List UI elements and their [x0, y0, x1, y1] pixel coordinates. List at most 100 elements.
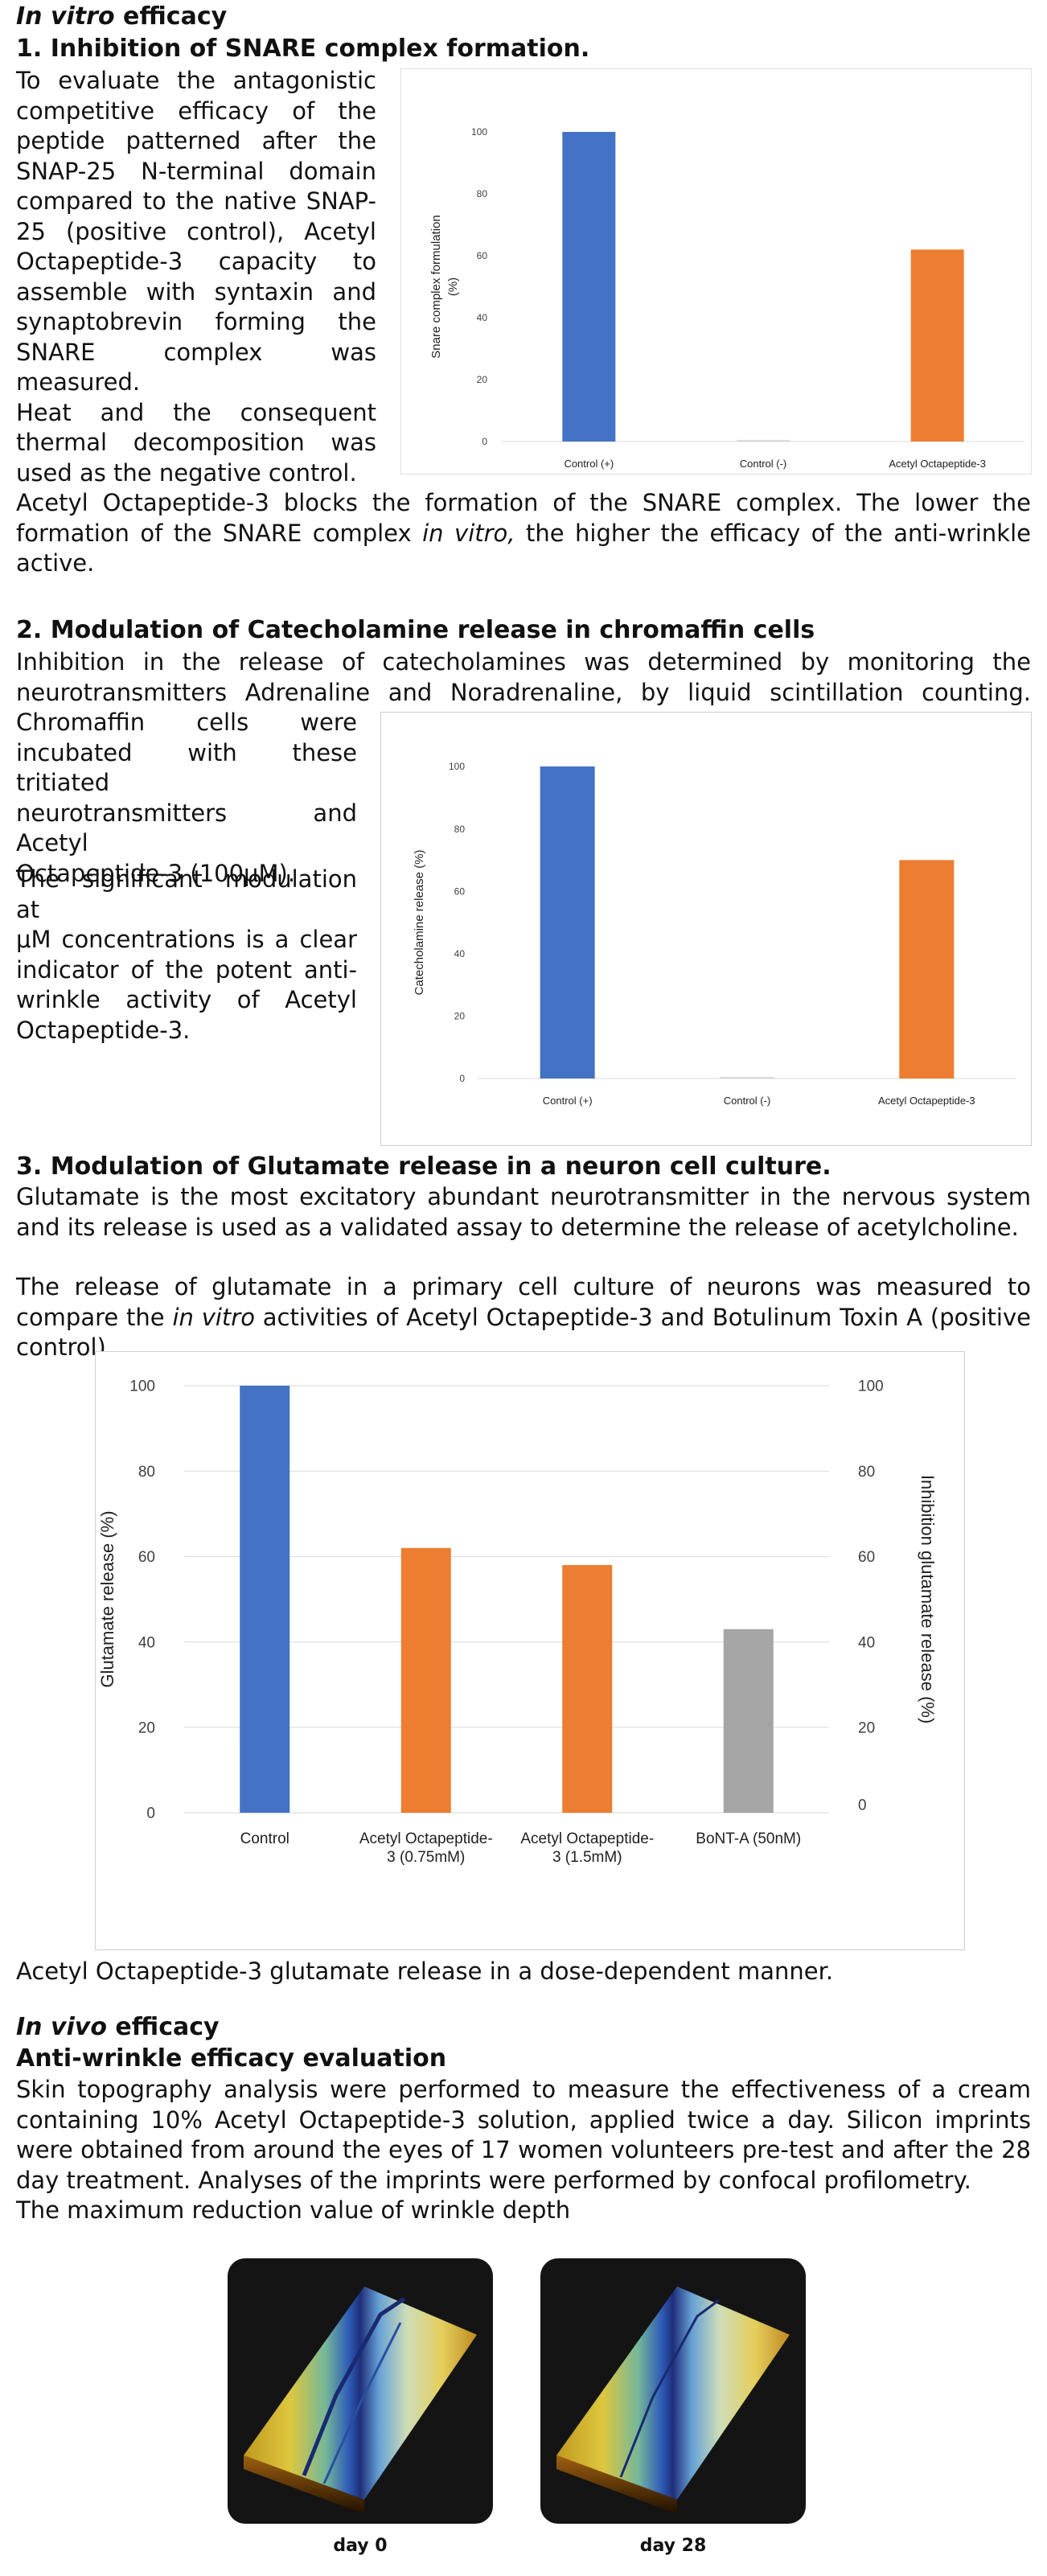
section2-paragraph2: The significant modulation at μM concentr…: [16, 865, 357, 1046]
y2-tick-label: 20: [858, 1719, 875, 1736]
y-tick-label: 60: [138, 1549, 155, 1566]
y-tick-label: 0: [459, 1073, 465, 1084]
y2-tick-label: 40: [858, 1634, 875, 1651]
section3-para2: The release of glutamate in a primary ce…: [16, 1272, 1031, 1363]
y-axis-label: Catecholamine release (%): [413, 850, 426, 996]
category-label: Control (+): [564, 458, 614, 470]
section2-line: incubated with these tritiated: [16, 738, 357, 797]
y-tick-label: 40: [477, 312, 488, 323]
category-label: 3 (0.75mM): [387, 1849, 465, 1866]
bar: [720, 1077, 774, 1078]
imprint-day0-svg: [244, 2286, 477, 2514]
y2-tick-label: 60: [858, 1549, 875, 1566]
section3-conclusion: Acetyl Octapeptide-3 glutamate release i…: [16, 1958, 834, 1985]
section3-para2-a: The release of glutamate in a primary ce…: [16, 1273, 1031, 1331]
category-label: Acetyl Octapeptide-: [359, 1830, 493, 1847]
category-label: 3 (1.5mM): [552, 1849, 622, 1866]
section3-para1: Glutamate is the most excitatory abundan…: [16, 1183, 1031, 1241]
invitro-title: In vitro efficacy: [16, 2, 227, 32]
imprint-day0-caption: day 0: [333, 2536, 388, 2556]
section1-conclusion-a: Acetyl Octapeptide-3 blocks the formatio…: [16, 489, 1031, 547]
y-tick-label: 0: [482, 436, 487, 447]
category-label: Acetyl Octapeptide-3: [878, 1095, 975, 1107]
section2-intro: Inhibition in the release of catecholami…: [16, 647, 1031, 708]
chart-snare: 0 20 40 60 80 100 Control (+) Control (-) Acetyl…: [400, 68, 1032, 475]
y-tick-label: 40: [138, 1634, 155, 1651]
category-label: Control (-): [740, 458, 787, 470]
section2-line: The significant modulation at: [16, 865, 357, 923]
y-tick-label: 80: [454, 824, 466, 835]
section1-conclusion: Acetyl Octapeptide-3 blocks the formatio…: [16, 488, 1031, 579]
category-label: Control: [240, 1830, 289, 1847]
bar: [400, 1547, 451, 1813]
imprint-day28-image: [540, 2258, 806, 2524]
bar: [899, 860, 955, 1078]
section1-line: SNAP-25 N-terminal domain: [16, 157, 376, 185]
section1-line: To evaluate the antagonistic: [16, 67, 376, 94]
invivo-title-italic: In vivo: [16, 2013, 107, 2041]
chart-snare-svg: 0 20 40 60 80 100 Control (+) Control (-) Acetyl…: [429, 126, 1024, 470]
section2-line: μM concentrations is a clear: [16, 926, 357, 953]
section1-line: SNARE complex was measured.: [16, 338, 376, 396]
y2-tick-label: 100: [858, 1378, 884, 1395]
bar: [737, 440, 790, 442]
y-tick-label: 40: [454, 948, 466, 959]
imprint-day28-svg: [556, 2286, 790, 2514]
invivo-paragraph: Skin topography analysis were performed …: [16, 2076, 1031, 2194]
section2-line: Octapeptide-3.: [16, 1016, 191, 1044]
section2-line: wrinkle activity of Acetyl: [16, 986, 357, 1013]
category-label: Control (-): [724, 1095, 771, 1107]
section2-line: indicator of the potent anti-: [16, 955, 357, 984]
bar: [540, 766, 595, 1078]
bar: [562, 132, 616, 442]
section3-para2-em: in vitro: [172, 1303, 255, 1331]
invivo-title: In vivo efficacy: [16, 2012, 220, 2043]
imprint-day0-image: [228, 2258, 493, 2524]
category-label: BoNT-A (50nM): [696, 1830, 801, 1847]
y-tick-label: 80: [138, 1464, 155, 1481]
y-tick-label: 100: [471, 126, 487, 138]
bar: [723, 1629, 774, 1813]
section1-line: compared to the native SNAP-: [16, 187, 376, 215]
y-tick-label: 100: [449, 761, 465, 772]
y-tick-label: 80: [477, 188, 488, 199]
section1-line: used as the negative control.: [16, 458, 357, 487]
section1-line: peptide patterned after the: [16, 127, 376, 154]
section1-line: 25 (positive control), Acetyl: [16, 217, 376, 245]
category-label: Acetyl Octapeptide-3: [889, 458, 986, 470]
section1-line: Octapeptide-3 capacity to: [16, 248, 376, 275]
bar: [562, 1565, 613, 1813]
section1-conclusion-b: the higher the efficacy of the anti-wrin…: [16, 519, 1032, 577]
chart-catecholamine: 0 20 40 60 80 100 Control (+) Control (-) Acetyl…: [380, 712, 1032, 1146]
section1-line: assemble with syntaxin and: [16, 277, 376, 306]
y-tick-label: 20: [477, 374, 488, 385]
bar: [240, 1386, 290, 1813]
section2-heading: 2. Modulation of Catecholamine release i…: [16, 616, 815, 644]
chart-glutamate-plot: 0 20 40 60 80 100 0 20 40 60 80 100 Control Acetyl Oc…: [97, 1378, 938, 1866]
y-tick-label: 20: [454, 1011, 466, 1022]
y-tick-label: 20: [138, 1719, 155, 1736]
y-axis-label: Snare complex formulation (%): [429, 215, 460, 358]
section1-line: Heat and the consequent: [16, 398, 376, 426]
section2-line: neurotransmitters and Acetyl: [16, 799, 357, 857]
section2-intro-line2: neurotransmitters Adrenaline and Noradre…: [16, 678, 1031, 706]
section1-paragraph: To evaluate the antagonistic competitive …: [16, 66, 376, 488]
chart-catecholamine-svg: 0 20 40 60 80 100 Control (+) Control (-) Acetyl…: [413, 761, 1016, 1107]
category-label: Control (+): [543, 1095, 593, 1107]
y2-tick-label: 80: [858, 1464, 875, 1481]
category-label: Acetyl Octapeptide-: [520, 1830, 654, 1847]
invitro-title-rest: efficacy: [114, 2, 228, 31]
y-axis-label: Glutamate release (%): [97, 1510, 117, 1687]
y-tick-label: 0: [146, 1806, 155, 1822]
section1-line: competitive efficacy of the: [16, 97, 376, 125]
invivo-title-rest: efficacy: [106, 2013, 220, 2041]
section1-conclusion-em: in vitro,: [422, 519, 515, 547]
invitro-title-italic: In vitro: [16, 2, 115, 31]
bar: [910, 249, 964, 442]
section1-line: synaptobrevin forming the: [16, 308, 376, 335]
y2-tick-label: 0: [858, 1797, 867, 1814]
section1-heading: 1. Inhibition of SNARE complex formation…: [16, 35, 590, 63]
section3-heading: 3. Modulation of Glutamate release in a …: [16, 1152, 831, 1181]
y-tick-label: 60: [477, 250, 488, 261]
invivo-heading: Anti-wrinkle efficacy evaluation: [16, 2044, 447, 2073]
